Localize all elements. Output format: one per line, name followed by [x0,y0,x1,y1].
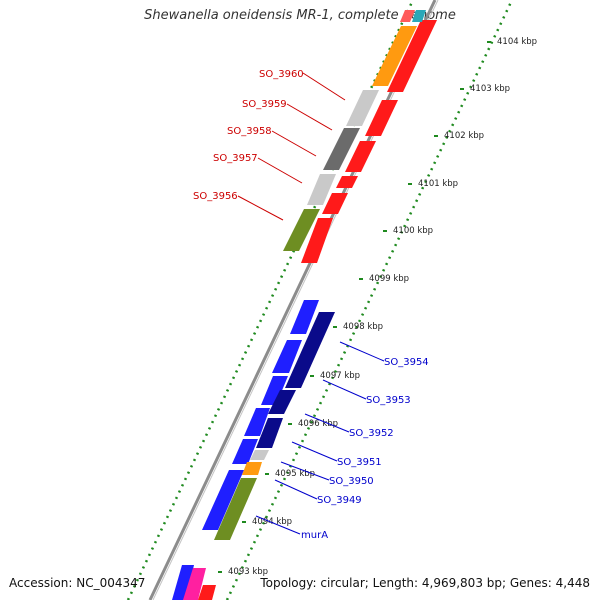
gene-block[interactable] [283,209,320,251]
tick-label: 4100 kbp [393,226,433,236]
gene-block[interactable] [183,568,206,600]
gene-block[interactable] [336,176,358,188]
label-leader-line [257,157,303,184]
reverse-gene-labels: SO_3954 SO_3953 SO_3952 SO_3951 SO_3950 SO_39… [255,341,429,541]
label-leader-line [304,413,350,433]
gene-block[interactable] [323,128,360,170]
gene-block[interactable] [307,174,336,205]
gene-block[interactable] [244,408,270,436]
tick-label: 4102 kbp [444,131,484,141]
label-leader-line [302,72,346,101]
gene-label[interactable]: SO_3950 [329,476,374,487]
tick-label: 4096 kbp [298,419,338,429]
accession-text: Accession: NC_004347 [9,576,146,590]
forward-gene-labels: SO_3960 SO_3959 SO_3958 SO_3957 SO_3956 [193,69,346,221]
gene-block[interactable] [172,565,194,600]
gene-block[interactable] [250,450,269,460]
gene-block[interactable] [198,585,216,600]
gene-block[interactable] [214,478,257,540]
gene-block[interactable] [285,312,335,388]
gene-block[interactable] [400,10,415,22]
tick-label: 4095 kbp [275,469,315,479]
label-leader-line [291,441,338,462]
tick-label: 4093 kbp [228,567,268,577]
map-title: Shewanella oneidensis MR-1, complete gen… [144,8,456,23]
gene-label[interactable]: SO_3949 [317,495,362,506]
label-leader-line [280,461,330,481]
gene-block[interactable] [272,340,302,373]
gene-block[interactable] [268,390,296,414]
tick-rails [126,0,514,600]
gene-block[interactable] [202,470,244,530]
label-leader-line [237,195,284,221]
tick-label: 4101 kbp [418,179,458,189]
gene-block[interactable] [301,218,333,263]
gene-label[interactable]: murA [301,530,328,541]
tick-label: 4099 kbp [369,274,409,284]
tick-label: 4094 kbp [252,517,292,527]
label-leader-line [322,379,367,400]
gene-label[interactable]: SO_3959 [242,99,287,110]
gene-label[interactable]: SO_3951 [337,457,382,468]
gene-label[interactable]: SO_3954 [384,357,429,368]
label-leader-line [286,103,333,131]
gene-block[interactable] [242,462,262,475]
gene-block[interactable] [387,20,437,92]
tick-label: 4097 kbp [320,371,360,381]
label-leader-line [339,341,385,362]
gene-block[interactable] [346,90,379,126]
gene-block[interactable] [322,193,348,214]
label-leader-line [274,479,318,500]
topology-text: Topology: circular; Length: 4,969,803 bp… [260,576,590,590]
label-leader-line [255,515,301,535]
scale-ticks: 4093 kbp 4094 kbp 4095 kbp 4096 kbp 4097 kbp… [218,37,537,577]
tick-label: 4103 kbp [470,84,510,94]
gene-block[interactable] [256,418,283,448]
forward-genes [172,26,417,600]
gene-label[interactable]: SO_3952 [349,428,394,439]
gene-label[interactable]: SO_3958 [227,126,272,137]
gene-label[interactable]: SO_3956 [193,191,238,202]
gene-block[interactable] [365,100,398,136]
gene-block[interactable] [261,376,288,405]
gene-label[interactable]: SO_3957 [213,153,258,164]
gene-block[interactable] [290,300,319,334]
gene-block[interactable] [232,439,258,464]
gene-label[interactable]: SO_3953 [366,395,411,406]
reverse-genes [183,10,437,600]
tick-label: 4104 kbp [497,37,537,47]
gene-block[interactable] [345,141,376,172]
gene-block[interactable] [412,10,426,22]
gene-label[interactable]: SO_3960 [259,69,304,80]
gene-block[interactable] [372,26,417,86]
tick-label: 4098 kbp [343,322,383,332]
label-leader-line [271,130,317,157]
